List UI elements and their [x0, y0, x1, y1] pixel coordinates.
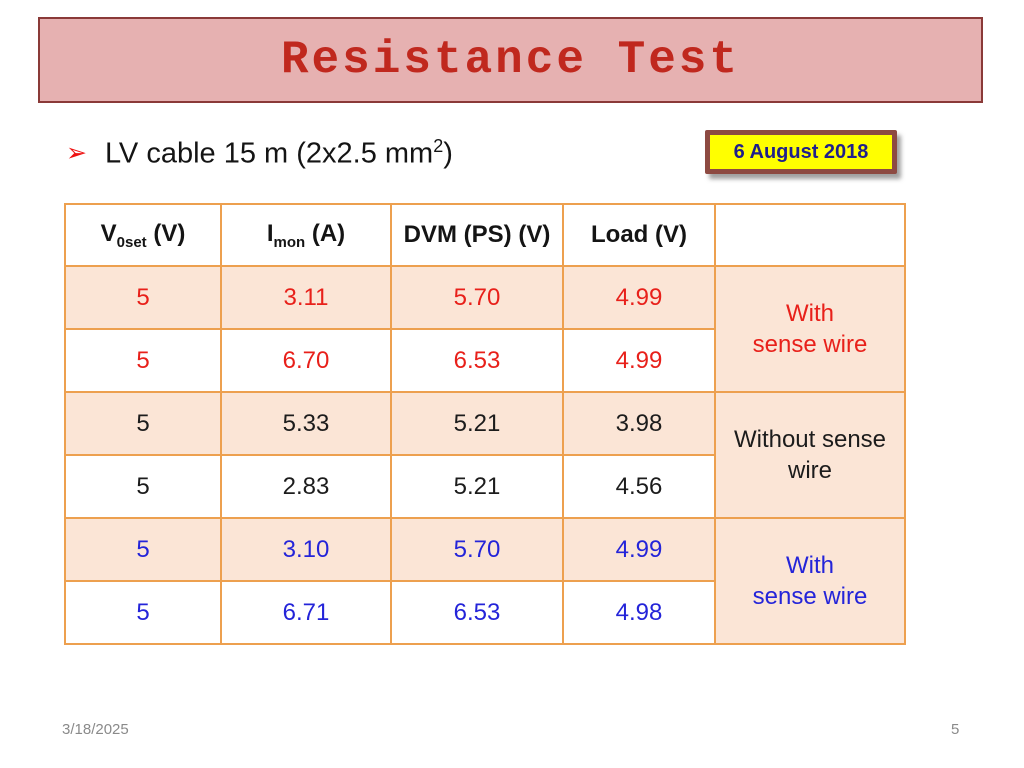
slide-title: Resistance Test [280, 34, 741, 86]
bullet-text: LV cable 15 m (2x2.5 mm2) [105, 136, 453, 171]
arrow-bullet-icon: ➢ [66, 138, 87, 167]
table-cell: 3.98 [562, 391, 716, 456]
table-cell: 5.70 [390, 265, 564, 330]
table-cell: 6.71 [220, 580, 392, 645]
table-cell: 5 [64, 328, 222, 393]
date-badge-label: 6 August 2018 [733, 140, 869, 163]
table-cell: 5.70 [390, 517, 564, 582]
table-cell: 3.10 [220, 517, 392, 582]
table-cell: 5.21 [390, 454, 564, 519]
date-badge: 6 August 2018 [705, 130, 897, 174]
page-number: 5 [951, 721, 960, 738]
table-cell: 5 [64, 391, 222, 456]
table-cell: 4.99 [562, 265, 716, 330]
table-cell: 5 [64, 265, 222, 330]
table-cell: 4.99 [562, 517, 716, 582]
column-header-dvm: DVM (PS) (V) [390, 203, 564, 267]
table-row: 5 2.83 5.21 4.56 [64, 454, 905, 519]
table-cell: 6.70 [220, 328, 392, 393]
table-cell: 4.98 [562, 580, 716, 645]
bullet-line: ➢ LV cable 15 m (2x2.5 mm2) [66, 133, 453, 173]
table-cell: 6.53 [390, 328, 564, 393]
results-table: V0set (V) Imon (A) DVM (PS) (V) Load (V)… [64, 203, 906, 645]
column-header-imon: Imon (A) [220, 203, 392, 267]
table-row: 5 6.70 6.53 4.99 [64, 328, 905, 393]
group-label-without-sense-wire: Without sense wire [714, 391, 906, 519]
table-row: 5 3.11 5.70 4.99 With sense wire [64, 265, 906, 393]
table-cell: 5 [64, 454, 222, 519]
column-header-blank [714, 203, 906, 267]
column-header-v0set: V0set (V) [64, 203, 222, 267]
table-cell: 5.21 [390, 391, 564, 456]
bullet-text-close: ) [443, 137, 453, 170]
table-cell: 6.53 [390, 580, 564, 645]
table-row: 5 5.33 5.21 3.98 Without sense wire [64, 391, 906, 519]
title-box: Resistance Test [38, 17, 983, 103]
table-cell: 4.56 [562, 454, 716, 519]
header-row: V0set (V) Imon (A) DVM (PS) (V) Load (V) [64, 203, 906, 267]
table-row: 5 3.10 5.70 4.99 With sense wire [64, 517, 906, 645]
bullet-superscript: 2 [433, 135, 444, 156]
group-label-with-sense-wire-2: With sense wire [714, 517, 906, 645]
table-cell: 3.11 [220, 265, 392, 330]
table-cell: 4.99 [562, 328, 716, 393]
group-label-with-sense-wire-1: With sense wire [714, 265, 906, 393]
table-cell: 5.33 [220, 391, 392, 456]
table-cell: 2.83 [220, 454, 392, 519]
table-cell: 5 [64, 580, 222, 645]
table-row: 5 6.71 6.53 4.98 [64, 580, 905, 645]
bullet-text-main: LV cable 15 m (2x2.5 mm [104, 137, 434, 170]
column-header-load: Load (V) [562, 203, 716, 267]
table-cell: 5 [64, 517, 222, 582]
footer-date: 3/18/2025 [62, 721, 129, 738]
